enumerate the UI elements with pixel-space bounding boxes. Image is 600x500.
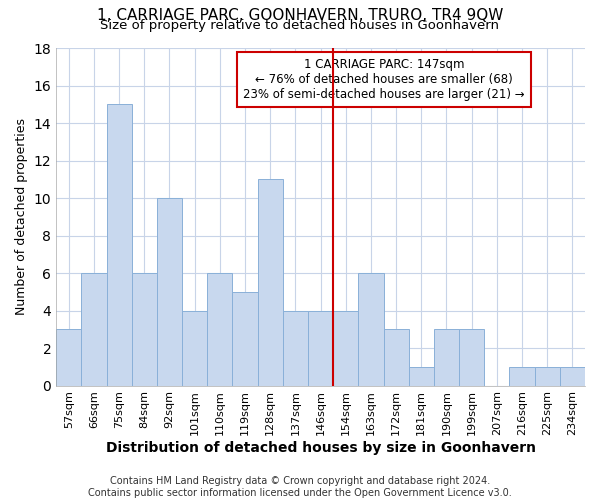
Bar	[182, 310, 207, 386]
Text: 1 CARRIAGE PARC: 147sqm
← 76% of detached houses are smaller (68)
23% of semi-de: 1 CARRIAGE PARC: 147sqm ← 76% of detache…	[243, 58, 525, 101]
Bar	[409, 367, 434, 386]
Text: 1, CARRIAGE PARC, GOONHAVERN, TRURO, TR4 9QW: 1, CARRIAGE PARC, GOONHAVERN, TRURO, TR4…	[97, 8, 503, 22]
Bar	[358, 273, 383, 386]
Bar	[207, 273, 232, 386]
Text: Contains HM Land Registry data © Crown copyright and database right 2024.
Contai: Contains HM Land Registry data © Crown c…	[88, 476, 512, 498]
Bar	[283, 310, 308, 386]
Bar	[232, 292, 257, 386]
Bar	[132, 273, 157, 386]
Bar	[459, 330, 484, 386]
X-axis label: Distribution of detached houses by size in Goonhavern: Distribution of detached houses by size …	[106, 441, 536, 455]
Bar	[82, 273, 107, 386]
Bar	[333, 310, 358, 386]
Bar	[157, 198, 182, 386]
Bar	[383, 330, 409, 386]
Bar	[509, 367, 535, 386]
Bar	[56, 330, 82, 386]
Bar	[535, 367, 560, 386]
Bar	[308, 310, 333, 386]
Text: Size of property relative to detached houses in Goonhavern: Size of property relative to detached ho…	[101, 18, 499, 32]
Bar	[434, 330, 459, 386]
Bar	[560, 367, 585, 386]
Bar	[257, 180, 283, 386]
Bar	[107, 104, 132, 386]
Y-axis label: Number of detached properties: Number of detached properties	[15, 118, 28, 316]
